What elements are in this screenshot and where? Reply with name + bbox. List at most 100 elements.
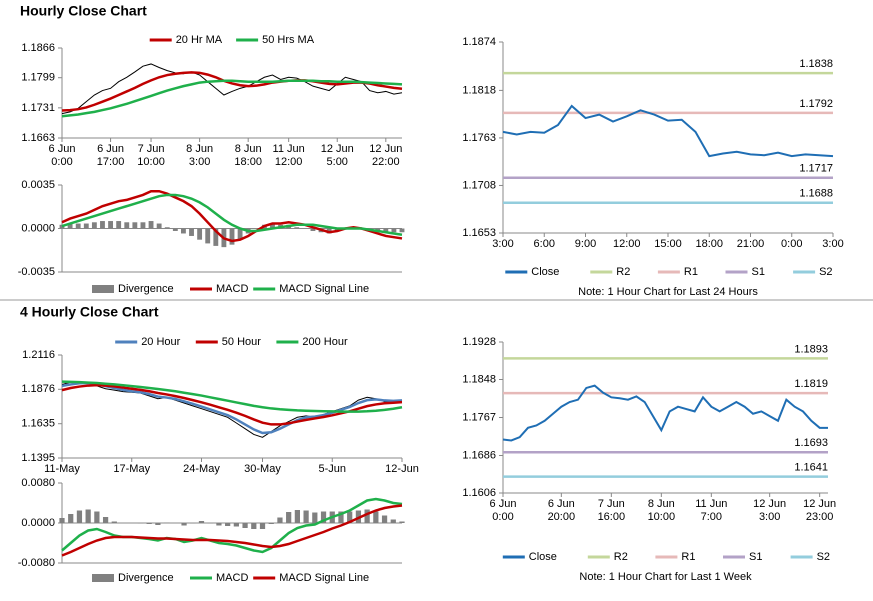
y-tick-label: 1.1731 xyxy=(21,102,55,114)
series-line xyxy=(61,193,403,236)
legend-label: MACD xyxy=(216,283,248,295)
divergence-bar xyxy=(197,228,203,240)
divergence-bar xyxy=(270,223,275,229)
divergence-bar xyxy=(251,523,257,529)
x-tick-label: 3:00 xyxy=(822,238,844,250)
x-tick-label: 18:00 xyxy=(695,238,724,250)
divergence-bar xyxy=(364,509,370,523)
divergence-bar xyxy=(391,228,397,233)
divergence-bar xyxy=(164,522,170,523)
divergence-bar xyxy=(294,227,300,229)
legend-label: S2 xyxy=(819,266,832,278)
x-tick-label: 6:00 xyxy=(533,238,555,250)
legend-label: Divergence xyxy=(118,283,174,295)
x-tick-label: 12 Jun 3:00 xyxy=(753,498,787,523)
divergence-bar xyxy=(68,514,74,523)
x-tick-label: 7 Jun 10:00 xyxy=(137,143,165,168)
y-tick-label: 0.0035 xyxy=(21,179,55,191)
y-tick-label: 1.1708 xyxy=(462,179,496,191)
chart-note: Note: 1 Hour Chart for Last 1 Week xyxy=(579,571,752,583)
level-label: 1.1641 xyxy=(794,461,828,473)
x-tick-label: 6 Jun 20:00 xyxy=(547,498,576,523)
legend-label: Divergence xyxy=(118,572,174,584)
series-line xyxy=(502,104,834,158)
legend-label: 50 Hrs MA xyxy=(262,34,315,46)
y-tick-label: 1.1848 xyxy=(462,373,496,385)
legend-label: R2 xyxy=(614,551,628,563)
y-tick-label: 1.1763 xyxy=(462,132,496,144)
legend-swatch xyxy=(92,285,114,293)
divergence-bar xyxy=(303,510,309,523)
divergence-bar xyxy=(225,523,231,526)
y-tick-label: 1.1818 xyxy=(462,84,496,96)
legend-label: 20 Hour xyxy=(141,336,180,348)
y-tick-label: 1.1606 xyxy=(462,487,496,499)
x-tick-label: 8 Jun 18:00 xyxy=(234,143,262,168)
series-line xyxy=(61,497,403,554)
divergence-bar xyxy=(59,224,65,229)
level-label: 1.1688 xyxy=(799,188,833,200)
divergence-bar xyxy=(213,228,219,246)
legend-label: 50 Hour xyxy=(222,336,261,348)
legend-swatch xyxy=(92,574,114,582)
divergence-bar xyxy=(383,228,389,233)
divergence-bar xyxy=(216,523,222,526)
y-tick-label: 1.1653 xyxy=(462,227,496,239)
y-tick-label: 1.1928 xyxy=(462,336,496,348)
divergence-bar xyxy=(75,223,81,229)
legend-label: S1 xyxy=(752,266,765,278)
x-tick-label: 0:00 xyxy=(781,238,803,250)
divergence-bar xyxy=(205,228,211,244)
divergence-bar xyxy=(399,228,405,233)
divergence-bar xyxy=(312,512,318,523)
level-label: 1.1717 xyxy=(799,163,833,175)
x-tick-label: 30-May xyxy=(244,463,281,475)
divergence-bar xyxy=(338,511,344,523)
legend-label: MACD Signal Line xyxy=(279,572,369,584)
level-label: 1.1838 xyxy=(799,58,833,70)
x-tick-label: 17-May xyxy=(113,463,151,475)
divergence-bar xyxy=(116,221,122,229)
x-tick-label: 12 Jun 23:00 xyxy=(803,498,837,523)
x-tick-label: 5-Jun xyxy=(318,463,347,475)
y-tick-label: -0.0080 xyxy=(18,557,55,569)
divergence-bar xyxy=(229,228,235,245)
y-tick-label: 0.0080 xyxy=(21,477,55,489)
divergence-bar xyxy=(100,221,105,229)
price-line xyxy=(61,63,403,115)
series-line xyxy=(61,380,403,413)
y-tick-label: 0.0000 xyxy=(21,222,55,234)
divergence-bar xyxy=(83,223,89,229)
x-tick-label: 8 Jun 10:00 xyxy=(647,498,676,523)
divergence-bar xyxy=(233,523,239,527)
level-label: 1.1792 xyxy=(799,98,833,110)
divergence-bar xyxy=(140,222,146,229)
level-label: 1.1893 xyxy=(794,343,828,355)
x-tick-label: 6 Jun 0:00 xyxy=(489,498,517,523)
x-tick-label: 12:00 xyxy=(612,238,641,250)
x-tick-label: 11 Jun 7:00 xyxy=(695,498,728,523)
divergence-bar xyxy=(277,517,283,523)
series-line xyxy=(61,504,403,557)
divergence-bar xyxy=(310,228,316,231)
y-tick-label: 0.0000 xyxy=(21,517,55,529)
series-line xyxy=(502,384,828,442)
divergence-bar xyxy=(102,517,109,523)
y-tick-label: 1.1686 xyxy=(462,449,496,461)
divergence-bar xyxy=(181,523,187,526)
divergence-bar xyxy=(76,510,83,523)
divergence-bar xyxy=(259,523,266,529)
divergence-bar xyxy=(390,519,396,523)
series-line xyxy=(61,381,403,435)
section-title: Hourly Close Chart xyxy=(20,3,147,19)
x-tick-label: 12 Jun 5:00 xyxy=(320,143,354,168)
divergence-bar xyxy=(132,222,138,229)
divergence-bar xyxy=(242,523,248,528)
divergence-bar xyxy=(381,515,388,523)
legend-label: S1 xyxy=(749,551,762,563)
y-tick-label: -0.0035 xyxy=(18,266,55,278)
x-tick-label: 9:00 xyxy=(574,238,597,250)
x-tick-label: 7 Jun 16:00 xyxy=(597,498,626,523)
